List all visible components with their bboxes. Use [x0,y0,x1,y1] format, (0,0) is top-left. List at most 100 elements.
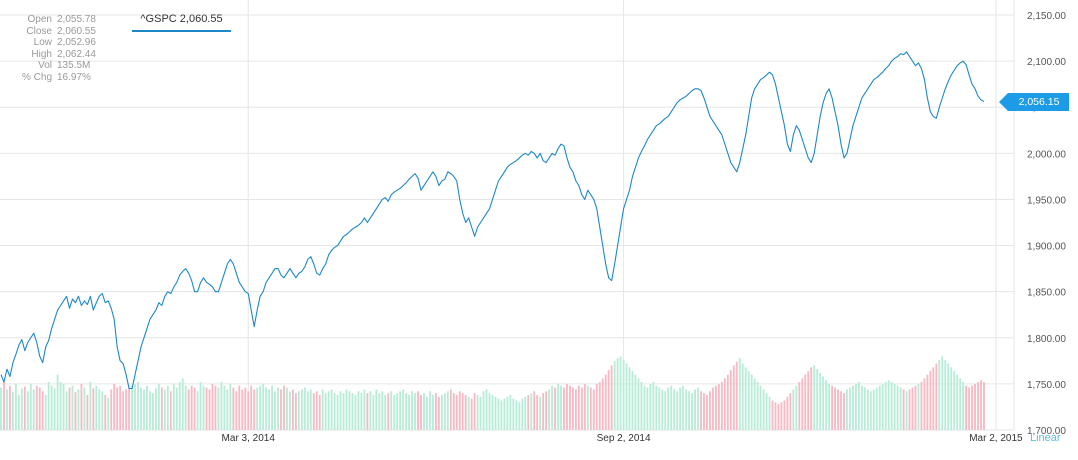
volume-bars [0,356,985,430]
volume-bar [512,398,515,430]
volume-bar [574,389,577,430]
volume-bar [914,385,917,430]
volume-bar [899,387,902,430]
volume-bar [560,385,562,430]
volume-bar [762,389,765,430]
volume-bar [607,370,610,430]
volume-bar [771,400,774,430]
volume-bar [154,388,157,430]
y-tick-label: 1,850.00 [1027,288,1066,299]
volume-bar [735,361,738,430]
volume-bar [369,391,372,430]
volume-bar [917,383,920,430]
volume-bar [849,387,851,430]
volume-bar [166,385,169,430]
volume-bar [935,363,938,430]
x-axis-ticks: Mar 3, 2014 Sep 2, 2014 Mar 2, 2015 [222,433,1023,444]
volume-bar [312,393,315,430]
series-legend[interactable]: ^GSPC 2,060.55 [132,12,231,32]
volume-bar [360,393,363,430]
volume-bar [640,382,643,430]
volume-bar [309,389,312,430]
volume-bar [974,383,976,430]
volume-bar [798,382,801,430]
volume-bar [458,391,461,430]
volume-bar [968,387,971,430]
volume-bar [244,387,247,430]
y-tick-label: 1,750.00 [1027,380,1066,391]
x-tick-label: Mar 3, 2014 [222,433,276,444]
last-price-tag: 2,056.15 [999,92,1069,111]
volume-bar [300,389,303,430]
volume-bar [962,382,965,430]
x-tick-label: Sep 2, 2014 [597,433,651,444]
volume-bar [98,389,101,430]
horizontal-gridlines [0,0,1015,431]
volume-bar [506,396,509,430]
volume-bar [983,382,985,430]
volume-bar [682,385,685,430]
volume-bar [86,394,89,430]
volume-bar [628,367,631,430]
volume-bar [971,385,974,430]
volume-bar [953,370,956,430]
volume-bar [580,387,583,430]
volume-bar [786,396,789,430]
volume-bar [676,391,679,430]
volume-bar [125,389,128,430]
volume-bar [14,383,17,430]
volume-bar [274,391,276,430]
volume-bar [333,393,336,430]
volume-bar [429,391,431,430]
volume-bar [35,385,38,430]
volume-bar [23,386,26,430]
volume-bar [795,385,798,430]
volume-bar [390,391,393,430]
volume-bar [184,385,187,430]
volume-bar [631,370,634,430]
volume-bar [524,396,527,430]
volume-bar [572,387,574,430]
volume-bar [452,393,455,430]
volume-bar [384,394,387,430]
volume-bar [908,389,911,430]
volume-bar [315,391,318,430]
volume-bar [68,387,71,430]
volume-bar [47,382,50,430]
volume-bar [131,385,133,430]
volume-bar [38,387,41,430]
volume-bar [732,365,735,430]
volume-bar [592,389,595,430]
ohlc-panel: Open 2,055.78 Close 2,060.55 Low 2,052.96 H… [8,14,96,84]
volume-bar [709,391,711,430]
volume-bar [169,391,172,430]
volume-bar [160,387,163,430]
volume-bar [860,385,863,430]
volume-bar [110,389,113,430]
volume-bar [497,398,500,430]
volume-bar [661,389,664,430]
volume-bar [396,393,399,430]
volume-bar [807,370,810,430]
volume-bar [548,389,551,430]
volume-bar [83,387,86,430]
volume-bar [0,387,2,430]
volume-bar [685,389,688,430]
volume-bar [318,394,321,430]
scale-toggle-button[interactable]: Linear [1030,432,1061,444]
volume-bar [965,385,968,430]
volume-bar [455,394,458,430]
volume-bar [777,404,780,430]
volume-bar [926,374,929,430]
volume-bar [137,382,139,430]
volume-bar [44,394,47,430]
volume-bar [432,394,434,430]
volume-bar [208,389,211,430]
volume-bar [163,389,166,430]
volume-bar [199,382,202,430]
volume-bar [533,391,536,430]
volume-bar [679,387,682,430]
volume-bar [241,389,244,430]
